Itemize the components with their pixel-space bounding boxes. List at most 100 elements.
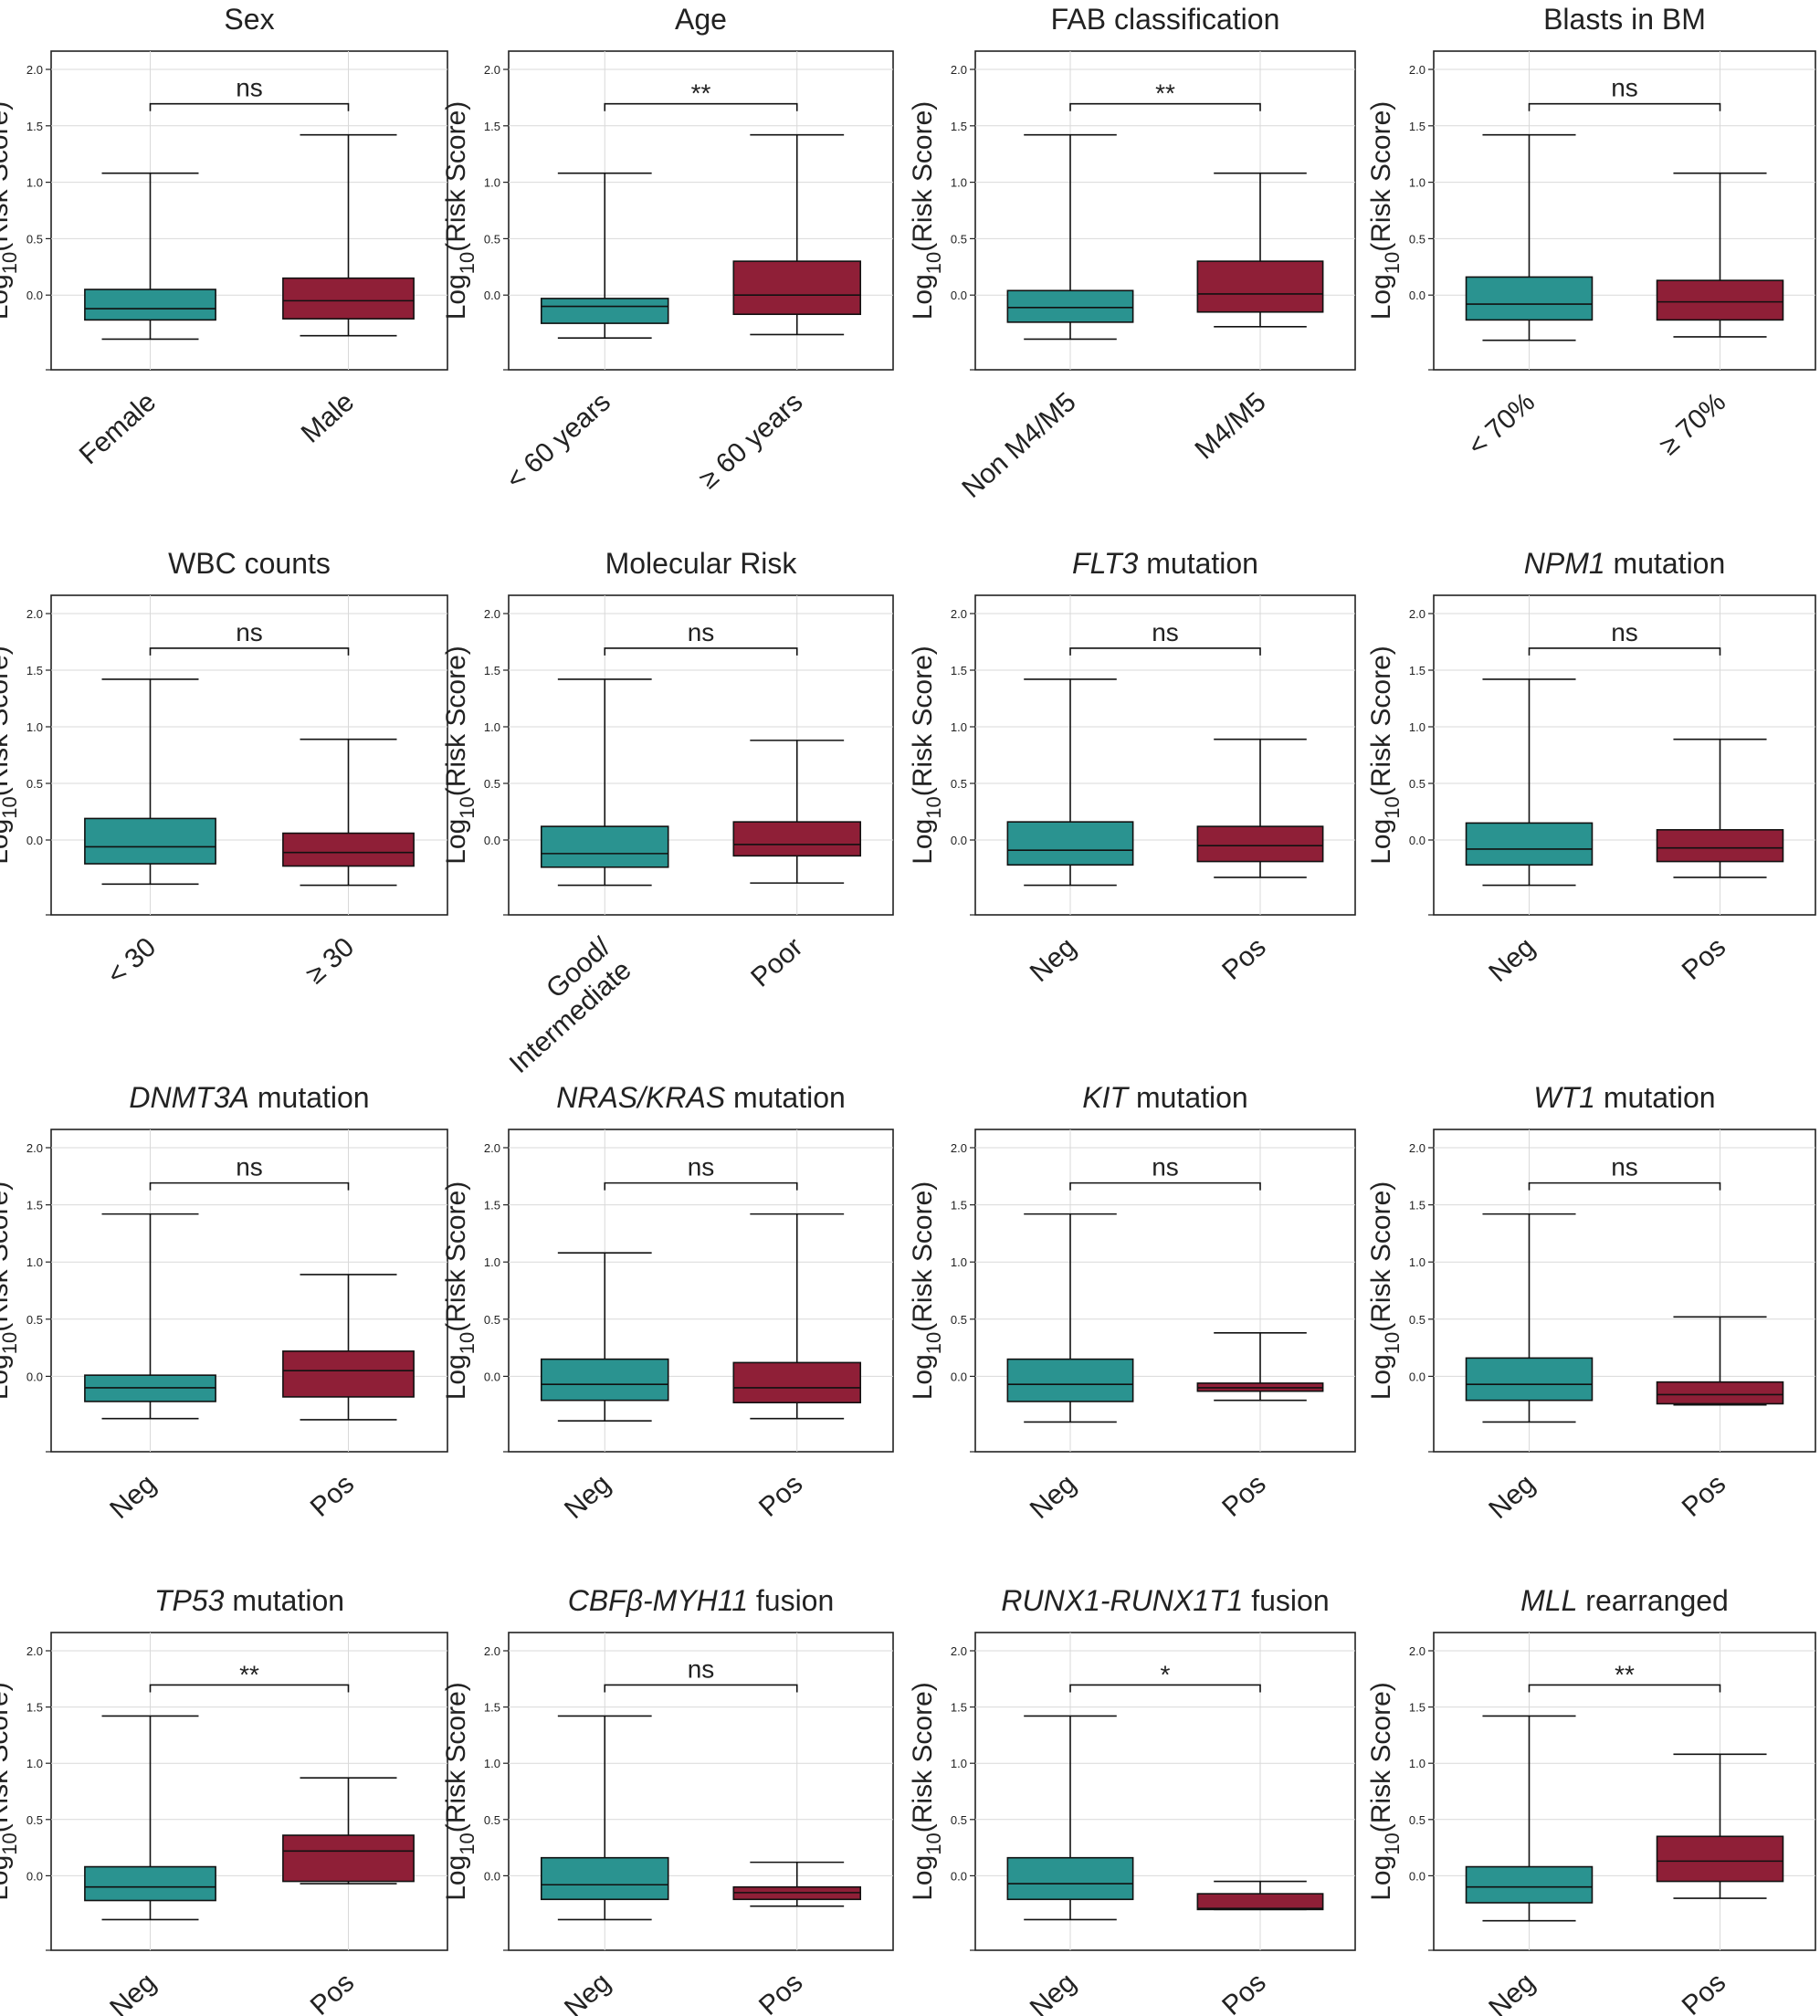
x-category-label: Neg	[1025, 1968, 1082, 2016]
significance-bracket	[149, 647, 350, 656]
x-category-label: < 30	[101, 932, 162, 991]
y-axis-label: Log10(Risk Score)	[0, 1181, 21, 1401]
iqr-box	[732, 1361, 862, 1403]
significance-label: **	[691, 79, 711, 108]
x-category-label: Neg	[559, 1968, 616, 2016]
x-category-label: Neg	[1025, 1469, 1082, 1525]
panel-title: Molecular Risk	[605, 547, 798, 580]
box-pos	[732, 1861, 862, 1907]
panel-title-part: WT1	[1533, 1081, 1595, 1114]
panel-title: RUNX1-RUNX1T1 fusion	[1001, 1584, 1329, 1617]
y-label-prefix: Log	[0, 1354, 14, 1400]
y-label-suffix: (Risk Score)	[1366, 101, 1396, 252]
y-label-suffix: (Risk Score)	[1366, 1181, 1396, 1332]
y-tick-label: 2.0	[484, 1141, 500, 1155]
y-tick-label: 0.5	[951, 777, 967, 791]
y-tick-label: 2.0	[951, 1644, 967, 1658]
box-neg	[1465, 1213, 1594, 1423]
y-label-suffix: (Risk Score)	[908, 1181, 938, 1332]
y-label-prefix: Log	[441, 819, 471, 865]
panel-title-part: WBC counts	[168, 547, 331, 580]
significance-label: ns	[1611, 74, 1638, 102]
iqr-box	[1006, 1856, 1134, 1901]
significance-label: ns	[1611, 618, 1638, 646]
y-label-subscript: 10	[1381, 796, 1404, 818]
panel-16: 2.0 1.5 1.0 0.5 0.0 Neg Pos ** MLL rearranged Log…	[1366, 1584, 1816, 2016]
box-male	[282, 133, 415, 337]
y-tick-label: 0.5	[484, 1313, 500, 1327]
y-tick-label: 1.5	[484, 120, 500, 133]
y-tick-label: 0.5	[26, 232, 43, 246]
x-category-label: Poor	[745, 932, 808, 993]
y-label-subscript: 10	[456, 252, 479, 274]
x-category-label: ≥ 30	[300, 932, 360, 990]
y-tick-label: 2.0	[951, 1141, 967, 1155]
panel-title-part: CBFβ-MYH11	[568, 1584, 748, 1617]
y-tick-label: 1.5	[26, 664, 43, 677]
panel-title-part: mutation	[1138, 547, 1258, 580]
y-label-suffix: (Risk Score)	[1366, 1682, 1396, 1832]
iqr-box	[540, 298, 669, 324]
y-axis-label: Log10(Risk Score)	[441, 101, 479, 320]
y-label-subscript: 10	[456, 1332, 479, 1354]
panel-4: 2.0 1.5 1.0 0.5 0.0 < 70% ≥ 70% ns Blasts in BM L…	[1366, 3, 1816, 462]
box-pos	[282, 1274, 415, 1421]
iqr-box	[1006, 821, 1134, 866]
y-tick-label: 0.0	[1409, 289, 1425, 302]
y-tick-label: 1.0	[484, 720, 500, 734]
y-tick-label: 1.0	[951, 176, 967, 190]
panel-14: 2.0 1.5 1.0 0.5 0.0 Neg Pos ns CBFβ-MYH11 fusion…	[441, 1584, 894, 2016]
box-neg	[540, 1715, 669, 1921]
x-category-label: Neg	[1025, 932, 1082, 988]
panel-title: FLT3 mutation	[1072, 547, 1258, 580]
y-tick-label: 1.0	[951, 1255, 967, 1269]
panel-title-part: Blasts in BM	[1543, 3, 1706, 36]
box-neg	[1465, 678, 1594, 887]
y-tick-label: 0.0	[1409, 834, 1425, 847]
y-label-prefix: Log	[441, 1354, 471, 1400]
iqr-box	[84, 817, 216, 865]
y-label-prefix: Log	[441, 1855, 471, 1901]
box-good-intermediate	[540, 678, 669, 887]
y-label-subscript: 10	[922, 1332, 945, 1354]
iqr-box	[282, 832, 415, 867]
y-label-prefix: Log	[0, 819, 14, 865]
y-axis-label: Log10(Risk Score)	[441, 1682, 479, 1901]
iqr-box	[540, 1358, 669, 1402]
y-label-suffix: (Risk Score)	[908, 1682, 938, 1832]
iqr-box	[1465, 1865, 1594, 1904]
y-tick-label: 1.0	[1409, 1255, 1425, 1269]
y-label-suffix: (Risk Score)	[908, 101, 938, 252]
iqr-box	[1656, 1835, 1784, 1883]
x-category-label: ≥ 70%	[1654, 387, 1731, 461]
y-label-subscript: 10	[0, 1332, 21, 1354]
panel-7: 2.0 1.5 1.0 0.5 0.0 Neg Pos ns FLT3 mutation Log1…	[908, 547, 1356, 988]
panel-title-part: rearranged	[1577, 1584, 1728, 1617]
x-category-label: Non M4/M5	[956, 387, 1081, 504]
y-tick-label: 1.0	[1409, 720, 1425, 734]
iqr-box	[1465, 276, 1594, 321]
significance-bracket	[604, 102, 798, 111]
y-tick-label: 0.0	[484, 834, 500, 847]
y-tick-label: 0.5	[1409, 1313, 1425, 1327]
box-neg	[1006, 678, 1134, 887]
y-tick-label: 0.0	[484, 1370, 500, 1383]
box-neg	[1465, 1715, 1594, 1922]
panel-3: 2.0 1.5 1.0 0.5 0.0 Non M4/M5 M4/M5 ** FAB class…	[908, 3, 1356, 504]
box--70-	[1656, 172, 1784, 338]
box-pos	[1196, 1880, 1324, 1911]
significance-label: **	[1615, 1660, 1635, 1688]
y-tick-label: 0.5	[26, 1313, 43, 1327]
y-tick-label: 0.0	[1409, 1370, 1425, 1383]
y-tick-label: 0.5	[484, 777, 500, 791]
y-tick-label: 1.5	[26, 1701, 43, 1715]
y-label-suffix: (Risk Score)	[441, 1181, 471, 1332]
panel-title-part: mutation	[224, 1584, 344, 1617]
panel-title: KIT mutation	[1082, 1081, 1247, 1114]
iqr-box	[84, 289, 216, 321]
y-label-subscript: 10	[0, 252, 21, 274]
significance-bracket	[604, 1684, 798, 1693]
y-label-subscript: 10	[456, 1832, 479, 1854]
x-category-label: Pos	[1677, 932, 1732, 986]
